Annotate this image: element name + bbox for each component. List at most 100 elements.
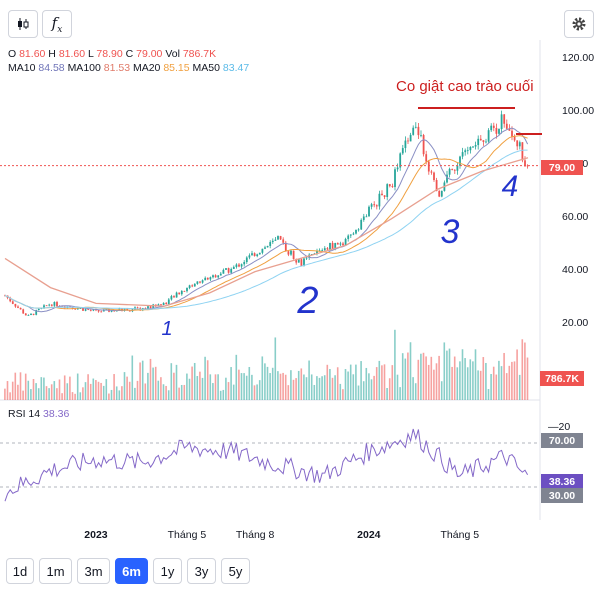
last-volume-tag: 786.7K — [540, 371, 584, 386]
volume-bar — [22, 390, 24, 400]
candle-body — [219, 273, 222, 276]
volume-bar — [360, 361, 362, 400]
volume-bar — [287, 385, 290, 400]
candle-body — [326, 248, 329, 250]
candle-body — [48, 304, 51, 306]
volume-bar — [323, 375, 326, 400]
candle-body — [513, 136, 516, 141]
range-button-6m[interactable]: 6m — [115, 558, 148, 584]
candle-body — [453, 169, 456, 171]
volume-bar — [251, 374, 253, 400]
volume-bar — [474, 349, 477, 400]
candle-body — [399, 153, 402, 168]
volume-bar — [188, 378, 191, 400]
volume-bar — [123, 372, 126, 400]
candle-body — [45, 305, 48, 307]
volume-bar — [326, 364, 329, 400]
volume-bar — [222, 389, 225, 400]
volume-bar — [469, 359, 472, 400]
volume-bar — [243, 373, 245, 400]
volume-bar — [490, 374, 492, 400]
candle-body — [227, 268, 230, 273]
volume-bar — [258, 380, 261, 400]
volume-bar — [118, 390, 121, 400]
volume-bar — [464, 358, 466, 400]
candle-body — [287, 251, 290, 255]
volume-bar — [365, 367, 368, 400]
volume-bar — [386, 387, 388, 400]
candle-body — [401, 148, 404, 154]
volume-bar — [352, 374, 355, 400]
range-button-5y[interactable]: 5y — [221, 558, 250, 584]
candle-body — [352, 233, 355, 235]
candle-body — [243, 262, 246, 265]
range-button-3m[interactable]: 3m — [77, 558, 110, 584]
volume-bar — [409, 342, 412, 400]
candle-body — [144, 308, 147, 309]
candle-body — [464, 150, 467, 153]
candle-body — [386, 184, 389, 197]
candle-body — [459, 156, 461, 166]
candle-body — [222, 269, 225, 274]
volume-bar — [342, 389, 344, 400]
range-button-1y[interactable]: 1y — [153, 558, 182, 584]
volume-bar — [321, 376, 323, 400]
candle-body — [477, 138, 480, 146]
volume-bar — [433, 369, 435, 400]
volume-bar — [407, 352, 409, 400]
candle-body — [27, 314, 30, 316]
volume-bar — [511, 361, 513, 400]
range-button-1m[interactable]: 1m — [39, 558, 72, 584]
volume-bar — [448, 348, 451, 400]
volume-bar — [394, 329, 396, 400]
volume-bar — [427, 364, 430, 400]
volume-bar — [30, 389, 32, 400]
candle-body — [17, 306, 19, 308]
candle-body — [391, 186, 394, 188]
range-button-1d[interactable]: 1d — [6, 558, 34, 584]
volume-bar — [92, 378, 95, 400]
range-button-3y[interactable]: 3y — [187, 558, 216, 584]
candle-body — [334, 243, 337, 250]
volume-bar — [290, 370, 292, 400]
candle-body — [180, 290, 183, 295]
volume-bar — [303, 374, 305, 400]
candle-body — [92, 309, 95, 311]
volume-bar — [66, 383, 69, 400]
candle-body — [56, 302, 58, 307]
candle-body — [14, 303, 17, 307]
volume-bar — [230, 367, 232, 400]
volume-bar — [136, 380, 139, 400]
volume-bar — [269, 373, 271, 400]
volume-bar — [329, 369, 331, 400]
volume-bar — [521, 339, 524, 400]
candle-body — [128, 310, 131, 312]
candle-body — [362, 216, 365, 220]
volume-bar — [316, 376, 318, 400]
volume-bar — [201, 377, 204, 400]
candle-body — [209, 277, 212, 280]
volume-bar — [277, 371, 279, 400]
volume-bar — [165, 385, 167, 400]
wave-label-3: 3 — [441, 213, 460, 251]
indicators-button[interactable]: fx — [42, 10, 72, 38]
chart-type-button[interactable] — [8, 10, 38, 38]
volume-bar — [131, 355, 134, 400]
candle-body — [342, 243, 344, 246]
volume-bar — [396, 374, 399, 400]
rsi-upper-tag: 70.00 — [541, 433, 583, 448]
rsi-lower-tag: 30.00 — [541, 488, 583, 503]
settings-button[interactable] — [564, 10, 594, 38]
candle-body — [277, 236, 279, 240]
volume-bar — [453, 356, 456, 400]
candle-body — [89, 309, 92, 311]
candle-body — [82, 308, 84, 311]
volume-bar — [214, 374, 217, 400]
candle-body — [305, 257, 308, 259]
wave-label-1: 1 — [161, 318, 172, 340]
ma100-line — [4, 157, 529, 307]
volume-bar — [456, 367, 459, 400]
candle-body — [269, 242, 272, 246]
candle-body — [258, 252, 261, 255]
